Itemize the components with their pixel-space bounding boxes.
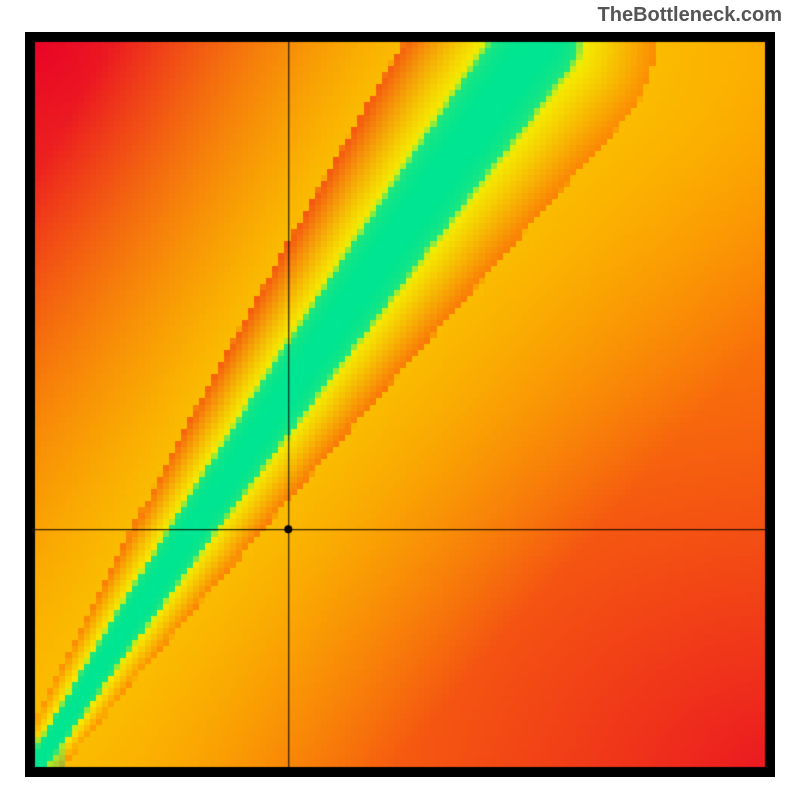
watermark-text: TheBottleneck.com (598, 4, 782, 27)
heatmap-canvas (25, 32, 775, 777)
heatmap-plot (25, 32, 775, 777)
